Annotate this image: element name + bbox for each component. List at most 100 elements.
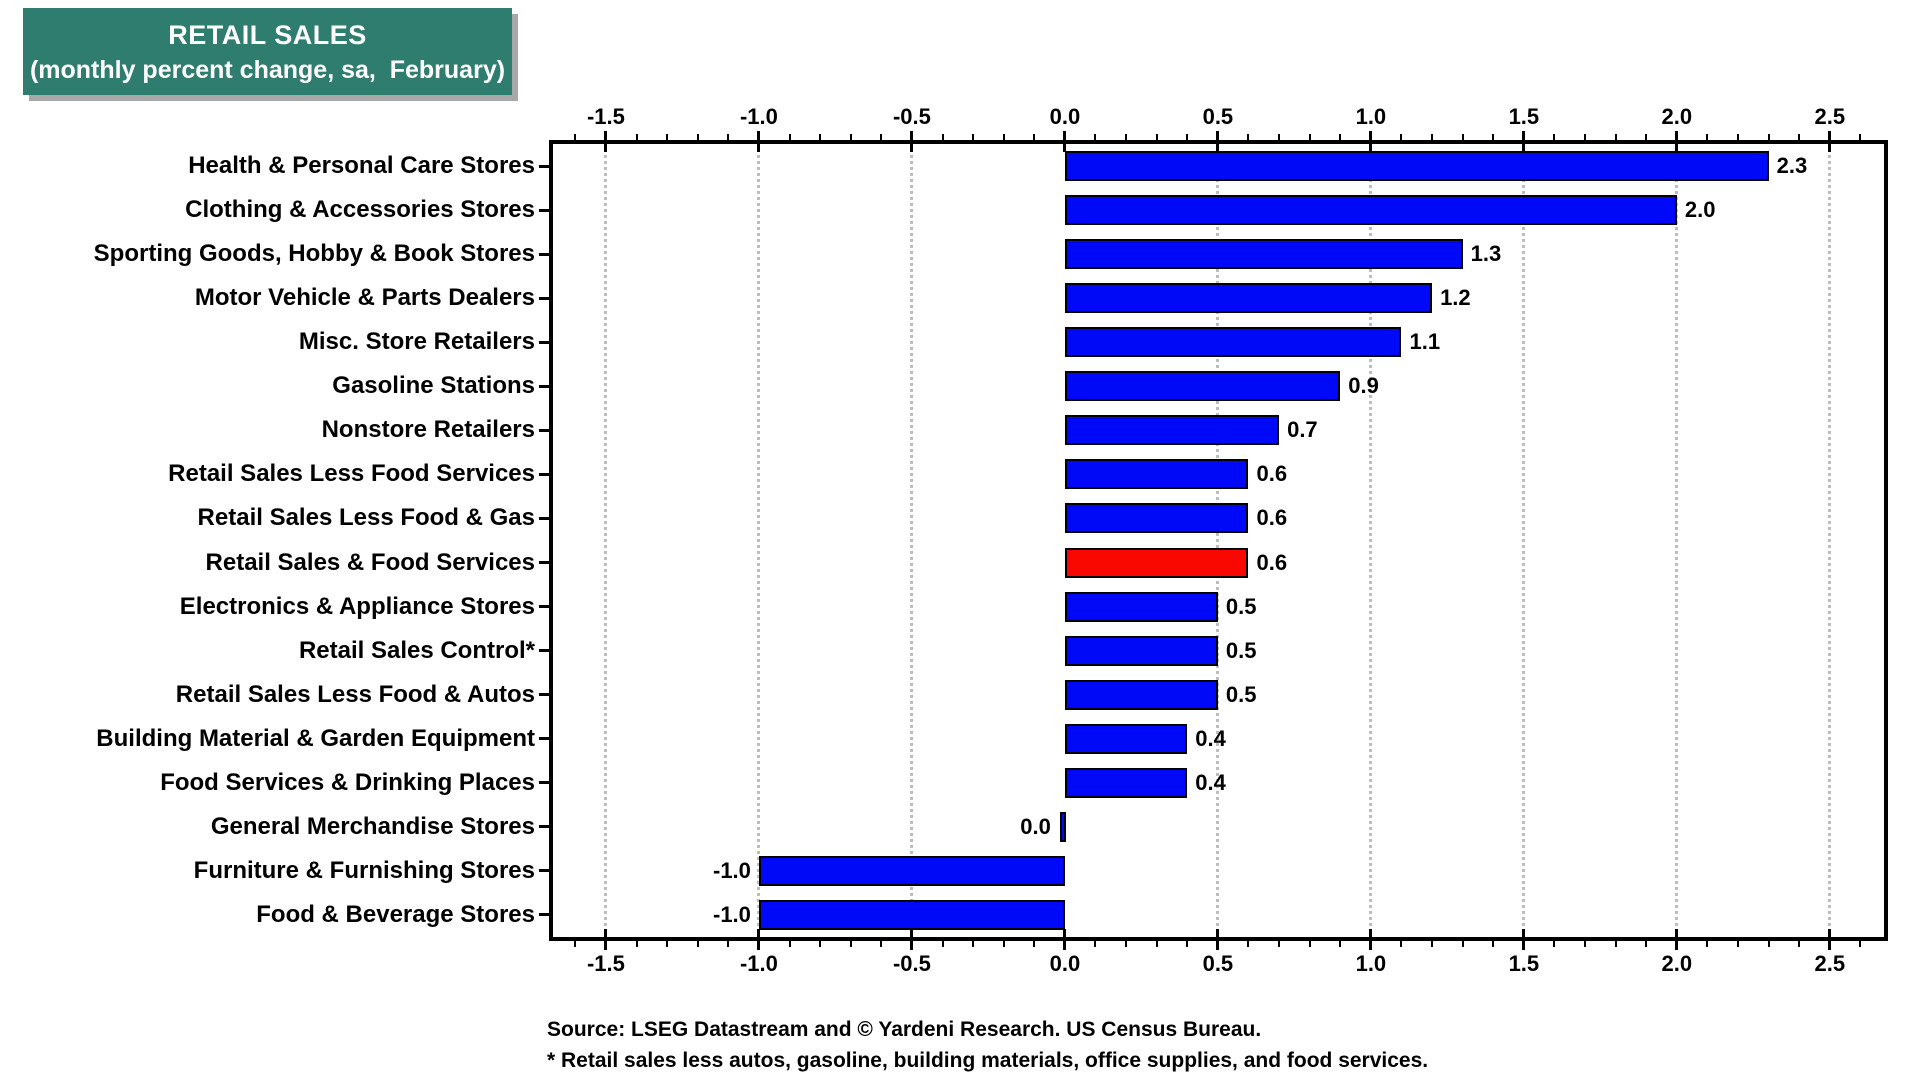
minor-tick-top (727, 134, 730, 144)
minor-tick-bottom (1002, 937, 1005, 947)
axis-tick-label-top: 2.0 (1661, 104, 1693, 129)
bar (1064, 195, 1677, 226)
category-tick (539, 605, 550, 609)
minor-tick-top (666, 134, 669, 144)
axis-tick-label-bottom: 1.5 (1508, 951, 1540, 976)
gridline (1522, 144, 1526, 937)
category-label: Gasoline Stations (332, 372, 535, 400)
category-tick (539, 781, 550, 785)
bar-value-label: -1.0 (713, 901, 751, 927)
minor-tick-bottom (1400, 937, 1403, 947)
minor-tick-top (1400, 134, 1403, 144)
major-tick-top (910, 131, 914, 152)
chart-title: RETAIL SALES (168, 19, 367, 50)
category-label: Retail Sales Less Food & Autos (175, 680, 535, 708)
bar (1064, 767, 1188, 798)
axis-tick-label-bottom: 1.0 (1355, 951, 1387, 976)
minor-tick-bottom (1308, 937, 1311, 947)
category-label: Retail Sales Less Food & Gas (197, 504, 535, 532)
category-label: Furniture & Furnishing Stores (193, 856, 535, 884)
axis-tick-label-bottom: -1.5 (586, 951, 625, 976)
chart-subtitle: (monthly percent change, sa, February) (29, 55, 506, 84)
minor-tick-top (1094, 134, 1097, 144)
axis-tick-label-top: -1.5 (586, 104, 625, 129)
category-tick (539, 649, 550, 653)
bar (1064, 547, 1249, 578)
category-tick (539, 561, 550, 565)
minor-tick-top (1002, 134, 1005, 144)
bar-value-label: 0.0 (1020, 813, 1051, 839)
minor-tick-bottom (1094, 937, 1097, 947)
category-label: Electronics & Appliance Stores (179, 592, 535, 620)
minor-tick-bottom (849, 937, 852, 947)
minor-tick-top (574, 134, 577, 144)
chart-footer: Source: LSEG Datastream and © Yardeni Re… (547, 1014, 1428, 1076)
category-label: Retail Sales Control* (298, 636, 535, 664)
bar (758, 899, 1065, 930)
bar-value-label: 1.3 (1470, 241, 1502, 267)
minor-tick-bottom (1859, 937, 1862, 947)
gridline (1216, 144, 1220, 937)
major-tick-bottom (1828, 929, 1832, 950)
minor-tick-top (1706, 134, 1709, 144)
minor-tick-top (1767, 134, 1770, 144)
major-tick-top (604, 131, 608, 152)
category-tick (539, 913, 550, 917)
minor-tick-bottom (1553, 937, 1556, 947)
minor-tick-top (1339, 134, 1342, 144)
bar-value-label: 0.9 (1348, 373, 1379, 399)
bar-value-label: 2.0 (1684, 197, 1716, 223)
gridline (910, 144, 914, 937)
minor-tick-top (1645, 134, 1648, 144)
minor-tick-top (1278, 134, 1281, 144)
bar (1064, 635, 1218, 666)
category-tick (539, 164, 550, 168)
minor-tick-top (1492, 134, 1495, 144)
minor-tick-bottom (972, 937, 975, 947)
bar-value-label: 0.7 (1287, 417, 1318, 443)
bar (1064, 679, 1218, 710)
minor-tick-top (849, 134, 852, 144)
minor-tick-bottom (1247, 937, 1250, 947)
minor-tick-top (819, 134, 822, 144)
minor-tick-bottom (1798, 937, 1801, 947)
minor-tick-bottom (1645, 937, 1648, 947)
minor-tick-bottom (635, 937, 638, 947)
major-tick-top (1216, 131, 1220, 152)
minor-tick-top (880, 134, 883, 144)
minor-tick-top (972, 134, 975, 144)
minor-tick-top (1186, 134, 1189, 144)
minor-tick-bottom (1614, 937, 1617, 947)
minor-tick-top (1247, 134, 1250, 144)
bar (758, 855, 1065, 886)
category-tick (539, 869, 550, 873)
minor-tick-top (696, 134, 699, 144)
major-tick-top (1522, 131, 1526, 152)
x-axis-labels-top: -1.5 -1.0 -0.5 0.0 0.5 1.0 1.5 2.0 2.5 (0, 100, 1920, 134)
axis-tick-label-top: 0.5 (1202, 104, 1234, 129)
minor-tick-bottom (696, 937, 699, 947)
major-tick-bottom (1522, 929, 1526, 950)
minor-tick-top (1614, 134, 1617, 144)
minor-tick-top (1308, 134, 1311, 144)
axis-tick-label-top: 0.0 (1049, 104, 1081, 129)
axis-tick-label-top: 1.5 (1508, 104, 1540, 129)
minor-tick-bottom (1339, 937, 1342, 947)
bar-value-label: 0.5 (1225, 637, 1257, 663)
gridline (604, 144, 608, 937)
minor-tick-bottom (1186, 937, 1189, 947)
bar-value-label: 0.4 (1195, 725, 1226, 751)
category-label: Food & Beverage Stores (256, 900, 535, 928)
category-label: Nonstore Retailers (321, 416, 535, 444)
minor-tick-top (788, 134, 791, 144)
axis-tick-label-bottom: 2.5 (1814, 951, 1846, 976)
footnote-text: * Retail sales less autos, gasoline, bui… (547, 1049, 1429, 1072)
bar (1064, 459, 1249, 490)
minor-tick-bottom (819, 937, 822, 947)
minor-tick-bottom (1431, 937, 1434, 947)
gridline (1675, 144, 1679, 937)
bar (1059, 811, 1066, 842)
minor-tick-top (635, 134, 638, 144)
major-tick-bottom (604, 929, 608, 950)
major-tick-top (1063, 131, 1067, 152)
